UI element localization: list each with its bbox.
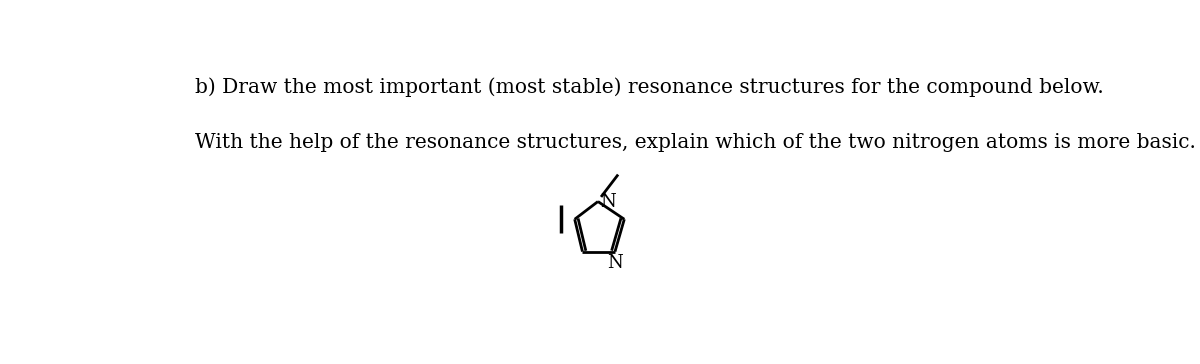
Text: With the help of the resonance structures, explain which of the two nitrogen ato: With the help of the resonance structure… — [194, 133, 1195, 153]
Text: N: N — [607, 254, 623, 272]
Text: N: N — [600, 193, 616, 210]
Text: b) Draw the most important (most stable) resonance structures for the compound b: b) Draw the most important (most stable)… — [194, 77, 1103, 97]
